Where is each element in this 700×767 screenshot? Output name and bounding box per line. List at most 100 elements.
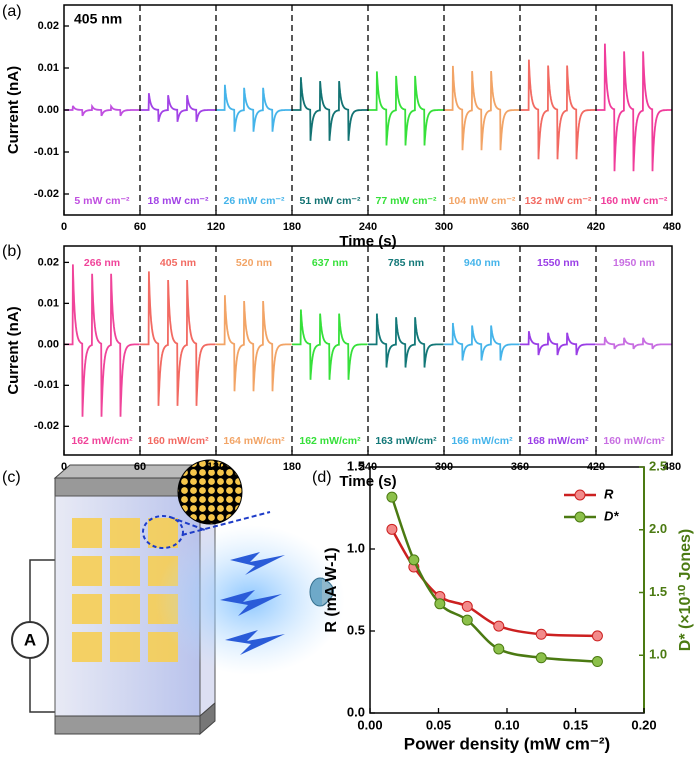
current-trace [520,59,596,160]
panel-label: (c) [2,469,21,486]
current-trace [368,313,444,368]
x-tick-label: 480 [663,221,681,233]
current-trace [64,103,140,117]
data-point [591,630,603,642]
x-tick-label: 120 [207,461,225,473]
x-tick-label: 420 [587,221,605,233]
data-point [535,652,547,664]
x-tick-label: 0.05 [426,717,451,732]
current-trace [216,295,292,392]
wavelength-label: 940 nm [464,257,500,269]
power-label: 163 mW/cm² [375,435,437,447]
legend-marker [574,489,586,501]
x-tick-label: 0 [61,221,67,233]
current-trace [140,271,216,406]
current-trace [520,331,596,356]
y-tick-label: 0.02 [38,20,59,32]
legend-label: D* [604,508,619,523]
panel-label: (d) [312,469,332,486]
current-trace [444,322,520,361]
series-line [390,496,598,663]
y2-tick-label: 1.5 [649,584,667,599]
x-tick-label: 240 [359,461,377,473]
data-point [493,643,505,655]
power-label: 77 mW cm⁻² [376,195,437,207]
x-tick-label: 360 [511,221,529,233]
x-tick-label: 0.10 [494,717,519,732]
data-point [535,628,547,640]
current-trace [596,43,672,172]
current-trace [140,93,216,122]
x-tick-label: 240 [359,221,377,233]
x-tick-label: 60 [134,461,146,473]
wavelength-label: 785 nm [388,257,424,269]
power-label: 160 mW/cm² [603,435,665,447]
current-trace [368,71,444,146]
power-label: 168 mW/cm² [527,435,589,447]
y-tick-label: -0.02 [34,420,59,432]
y-axis-title: R (mA W-1) [323,547,340,632]
x-tick-label: 180 [283,221,301,233]
y-tick-label: 0.00 [38,338,59,350]
power-label: 166 mW/cm² [451,435,513,447]
current-trace [292,77,368,141]
x-axis-title: Power density (mW cm⁻²) [404,734,610,753]
power-label: 162 mW/cm² [299,435,361,447]
y-axis-title: Current (nA) [5,66,22,154]
x-tick-label: 0.15 [563,717,588,732]
y-tick-label: 0.01 [38,297,59,309]
panel-label: (b) [2,243,22,260]
annotation: 405 nm [74,11,122,27]
power-label: 104 mW cm⁻² [449,195,516,207]
data-point [434,598,446,610]
wavelength-label: 637 nm [312,257,348,269]
current-trace [292,309,368,380]
x-tick-label: 60 [134,221,146,233]
current-trace [444,65,520,151]
wavelength-label: 1950 nm [613,257,655,269]
data-point [591,656,603,668]
power-label: 160 mW cm⁻² [601,195,668,207]
y2-tick-label: 2.0 [649,521,667,536]
y-tick-label: 0.0 [347,704,365,719]
y-tick-label: -0.02 [34,188,59,200]
power-label: 164 mW/cm² [223,435,285,447]
power-label: 26 mW cm⁻² [224,195,285,207]
legend-marker [574,511,586,523]
data-point [461,600,473,612]
wavelength-label: 1550 nm [537,257,579,269]
y-tick-label: -0.01 [34,146,59,158]
y-tick-label: -0.01 [34,379,59,391]
wavelength-label: 520 nm [236,257,272,269]
y-tick-label: 1.5 [347,458,365,473]
power-label: 132 mW cm⁻² [525,195,592,207]
data-point [386,491,398,503]
x-axis-title: Time (s) [339,473,396,490]
x-tick-label: 180 [283,461,301,473]
x-tick-label: 120 [207,221,225,233]
y-axis-title: Current (nA) [5,306,22,394]
power-label: 51 mW cm⁻² [300,195,361,207]
plot-frame [369,466,645,714]
y-tick-label: 1.0 [347,540,365,555]
x-tick-label: 0 [61,461,67,473]
ammeter-label: A [24,630,36,649]
y-tick-label: 0.01 [38,62,59,74]
series-line [390,528,598,638]
x-tick-label: 300 [435,221,453,233]
x-tick-label: 0.20 [631,717,656,732]
current-trace [64,264,140,417]
y-tick-label: 0.5 [347,622,365,637]
power-label: 162 mW/cm² [71,435,133,447]
x-tick-label: 480 [663,461,681,473]
wavelength-label: 266 nm [84,257,120,269]
power-label: 160 mW/cm² [147,435,209,447]
y2-tick-label: 1.0 [649,647,667,662]
y2-tick-label: 2.5 [649,458,667,473]
y-tick-label: 0.02 [38,256,59,268]
current-trace [596,336,672,350]
data-point [408,554,420,566]
current-trace [216,84,292,132]
data-point [493,620,505,632]
